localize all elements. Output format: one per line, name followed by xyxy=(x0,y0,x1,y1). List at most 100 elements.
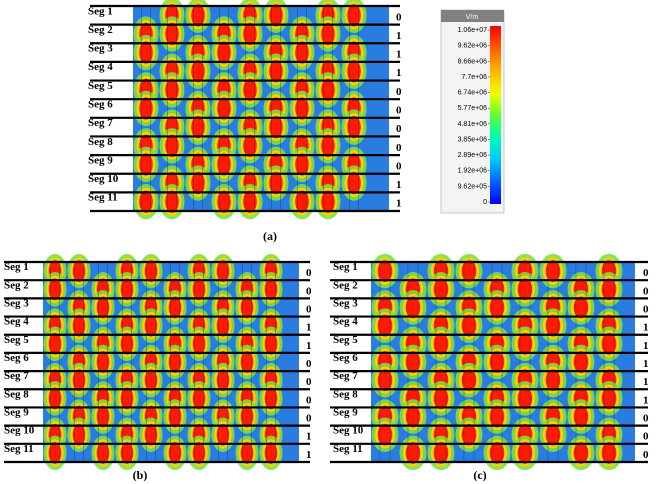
panel-c: Seg 1 Seg 2 Seg 3 Seg 4 Seg 5 Seg 6 Seg 7 Seg 8… xyxy=(330,253,649,482)
bit-value: 0 xyxy=(643,267,649,279)
bit-value: 0 xyxy=(396,105,402,117)
bit-value: 0 xyxy=(306,358,312,370)
colorbar-tick-label: 9.62e+06 xyxy=(458,43,487,50)
colorbar-gradient xyxy=(490,26,501,204)
colorbar-unit: V/m xyxy=(466,14,479,21)
segment-label: Seg 5 xyxy=(88,80,113,92)
segment-label: Seg 3 xyxy=(88,43,113,55)
panel-b-bit-values: 0 0 0 1 1 0 0 0 0 1 1 xyxy=(306,267,312,461)
segment-label: Seg 8 xyxy=(4,388,29,400)
segment-label: Seg 4 xyxy=(88,61,113,73)
colorbar-tick-label: 8.66e+06 xyxy=(458,58,487,65)
bit-value: 1 xyxy=(643,322,649,334)
bit-value: 0 xyxy=(396,160,402,172)
segment-label: Seg 6 xyxy=(333,352,358,364)
panel-a-bit-values: 0 1 1 1 0 0 0 0 0 1 1 xyxy=(396,11,402,209)
bit-value: 0 xyxy=(643,413,649,425)
segment-label: Seg 11 xyxy=(333,443,363,455)
panel-c-segment-labels: Seg 1 Seg 2 Seg 3 Seg 4 Seg 5 Seg 6 Seg 7 Seg 8… xyxy=(333,261,364,455)
panel-c-caption: (c) xyxy=(473,468,486,482)
bit-value: 1 xyxy=(306,340,312,352)
colorbar-tick-label: 6.74e+06 xyxy=(458,90,487,97)
segment-label: Seg 11 xyxy=(4,443,34,455)
panel-a-segment-lines xyxy=(90,4,400,213)
segment-label: Seg 10 xyxy=(333,425,364,437)
segment-label: Seg 8 xyxy=(333,388,358,400)
colorbar-tick-label: 4.81e+06 xyxy=(458,121,487,128)
segment-label: Seg 5 xyxy=(4,334,29,346)
segment-label: Seg 11 xyxy=(88,192,118,204)
segment-label: Seg 6 xyxy=(88,99,113,111)
bit-value: 1 xyxy=(396,179,402,191)
segment-label: Seg 10 xyxy=(88,173,119,185)
bit-value: 0 xyxy=(643,449,649,461)
bit-value: 1 xyxy=(396,30,402,42)
segment-label: Seg 9 xyxy=(4,407,29,419)
segment-label: Seg 9 xyxy=(88,154,113,166)
bit-value: 1 xyxy=(643,394,649,406)
bit-value: 1 xyxy=(306,322,312,334)
colorbar-tick-label: 2.89e+06 xyxy=(458,152,487,159)
bit-value: 0 xyxy=(306,267,312,279)
bit-value: 0 xyxy=(643,431,649,443)
panel-b-segment-labels: Seg 1 Seg 2 Seg 3 Seg 4 Seg 5 Seg 6 Seg 7 Seg 8… xyxy=(4,261,35,455)
colorbar: V/m 1.06e+07 9.62e+06 8.66e+06 7.7e+06 6.74e… xyxy=(440,9,505,214)
bit-value: 0 xyxy=(396,86,402,98)
panel-a: Seg 1 Seg 2 Seg 3 Seg 4 Seg 5 Seg 6 Seg 7 Seg 8… xyxy=(88,0,402,243)
bit-value: 0 xyxy=(306,376,312,388)
panel-c-segment-lines xyxy=(330,260,648,464)
bit-value: 0 xyxy=(396,123,402,135)
segment-label: Seg 1 xyxy=(88,5,113,17)
segment-label: Seg 2 xyxy=(4,279,29,291)
colorbar-unit-header xyxy=(441,10,504,22)
panel-b-caption: (b) xyxy=(133,468,148,482)
bit-value: 1 xyxy=(643,358,649,370)
colorbar-tick-label: 7.7e+06 xyxy=(462,74,488,81)
colorbar-ticks: 1.06e+07 9.62e+06 8.66e+06 7.7e+06 6.74e+06 5… xyxy=(458,27,490,206)
segment-label: Seg 3 xyxy=(333,297,358,309)
colorbar-tick-label: 1.92e+06 xyxy=(458,168,487,175)
colorbar-tick-label: 1.06e+07 xyxy=(458,27,487,34)
segment-label: Seg 9 xyxy=(333,407,358,419)
segment-label: Seg 4 xyxy=(4,316,29,328)
bit-value: 0 xyxy=(643,285,649,297)
bit-value: 0 xyxy=(306,394,312,406)
panel-a-segment-labels: Seg 1 Seg 2 Seg 3 Seg 4 Seg 5 Seg 6 Seg 7 Seg 8… xyxy=(88,5,119,203)
segment-label: Seg 3 xyxy=(4,297,29,309)
colorbar-tick-label: 3.85e+06 xyxy=(458,136,487,143)
bit-value: 0 xyxy=(306,413,312,425)
segment-label: Seg 1 xyxy=(4,261,29,273)
segment-label: Seg 7 xyxy=(4,370,29,382)
panel-a-caption: (a) xyxy=(263,229,277,243)
segment-label: Seg 6 xyxy=(4,352,29,364)
panel-b-segment-lines xyxy=(4,260,310,464)
bit-value: 0 xyxy=(306,285,312,297)
segment-label: Seg 5 xyxy=(333,334,358,346)
segment-label: Seg 10 xyxy=(4,425,35,437)
colorbar-tick-label: 5.77e+06 xyxy=(458,105,487,112)
bit-value: 1 xyxy=(306,449,312,461)
segment-label: Seg 4 xyxy=(333,316,358,328)
bit-value: 0 xyxy=(396,142,402,154)
bit-value: 1 xyxy=(396,198,402,210)
segment-label: Seg 8 xyxy=(88,136,113,148)
bit-value: 1 xyxy=(643,376,649,388)
bit-value: 1 xyxy=(306,431,312,443)
segment-label: Seg 1 xyxy=(333,261,358,273)
bit-value: 0 xyxy=(306,303,312,315)
panel-c-field-pattern xyxy=(371,253,623,471)
colorbar-tick-label: 9.62e+05 xyxy=(458,183,487,190)
bit-value: 0 xyxy=(643,303,649,315)
segment-label: Seg 7 xyxy=(88,117,113,129)
segment-label: Seg 2 xyxy=(88,24,113,36)
segment-label: Seg 2 xyxy=(333,279,358,291)
bit-value: 1 xyxy=(396,49,402,61)
bit-value: 1 xyxy=(396,67,402,79)
segment-label: Seg 7 xyxy=(333,370,358,382)
bit-value: 1 xyxy=(643,340,649,352)
colorbar-tick-label: 0 xyxy=(483,199,487,206)
bit-value: 0 xyxy=(396,11,402,23)
panel-b: Seg 1 Seg 2 Seg 3 Seg 4 Seg 5 Seg 6 Seg 7 Seg 8… xyxy=(4,253,312,482)
panel-c-bit-values: 0 0 0 1 1 1 1 1 0 0 0 xyxy=(643,267,649,461)
